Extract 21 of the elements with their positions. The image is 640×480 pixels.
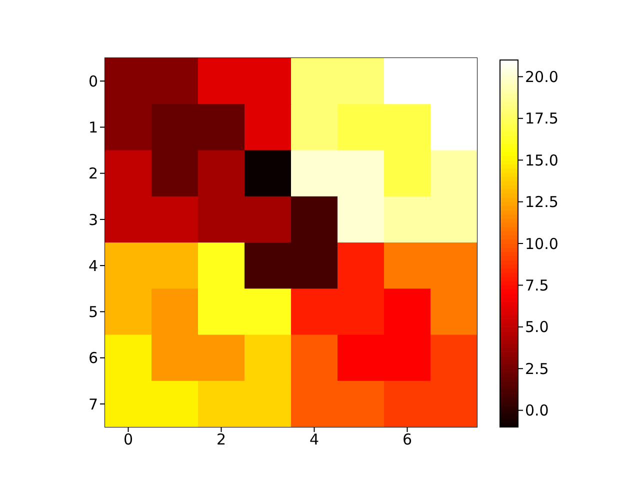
y-tick-label: 3 [88, 210, 98, 229]
y-tick-label: 7 [88, 395, 98, 414]
color-bar-label: 7.5 [525, 276, 549, 295]
color-bar-label: 12.5 [525, 193, 558, 212]
color-bar-label: 15.0 [525, 151, 558, 170]
y-tick-label: 4 [88, 256, 98, 275]
color-bar-label: 0.0 [525, 402, 549, 420]
x-tick-label: 2 [216, 430, 226, 449]
y-tick-label: 2 [88, 164, 98, 183]
y-tick-label: 1 [88, 118, 98, 137]
y-tick-label: 0 [88, 72, 98, 90]
y-tick-label: 5 [88, 303, 98, 322]
x-tick-label: 0 [123, 430, 134, 449]
color-bar-label: 2.5 [525, 360, 549, 378]
color-bar-label: 5.0 [525, 318, 549, 336]
color-bar-label: 10.0 [525, 234, 558, 253]
x-tick-label: 6 [402, 430, 412, 449]
y-tick-label: 6 [88, 349, 98, 368]
color-bar-label: 20.0 [525, 68, 558, 86]
x-tick-label: 4 [309, 430, 320, 449]
color-bar-label: 17.5 [525, 110, 558, 128]
